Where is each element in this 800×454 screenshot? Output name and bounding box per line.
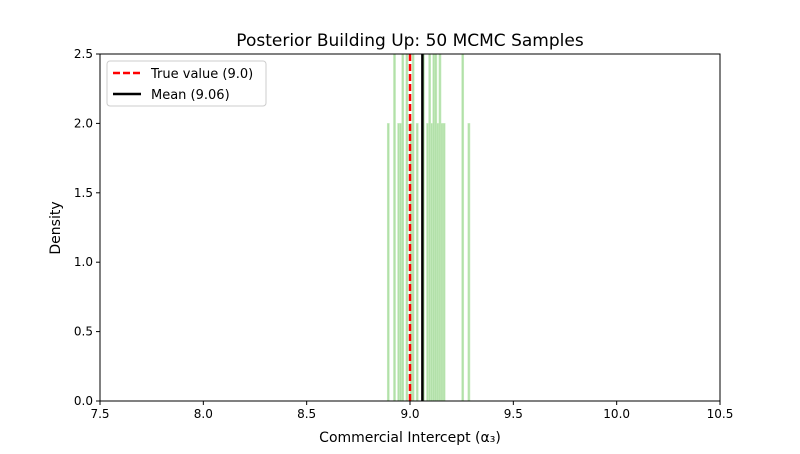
legend-box	[106, 60, 267, 107]
histogram-bar	[401, 53, 405, 402]
histogram-bar	[415, 123, 419, 402]
x-tick-label: 10.0	[603, 407, 630, 421]
histogram-bar	[399, 123, 403, 402]
x-tick-label: 7.5	[90, 407, 109, 421]
y-axis-ticks: 0.0 0.5 1.0 1.5 2.0 2.5	[74, 47, 100, 408]
histogram-bar	[442, 123, 446, 402]
histogram-bar	[428, 53, 431, 402]
x-tick-label: 9.0	[400, 407, 419, 421]
y-axis-label: Density	[48, 201, 64, 254]
histogram-bar	[436, 123, 440, 402]
histogram-bar	[426, 123, 429, 402]
histogram-bar	[438, 53, 442, 402]
x-tick-label: 8.0	[194, 407, 213, 421]
y-tick-label: 1.5	[74, 186, 93, 200]
y-tick-label: 1.0	[74, 255, 93, 269]
histogram-bar	[393, 53, 396, 402]
histogram-bar	[430, 123, 434, 402]
x-axis-label: Commercial Intercept (α₃)	[319, 430, 501, 446]
histogram-bar	[467, 123, 471, 402]
y-tick-label: 2.5	[74, 47, 93, 61]
histogram-bar	[440, 123, 444, 402]
histogram-bar	[461, 53, 465, 402]
x-tick-label: 8.5	[297, 407, 316, 421]
histogram-bars	[386, 53, 471, 402]
y-tick-label: 0.5	[74, 325, 93, 339]
x-tick-label: 9.5	[504, 407, 523, 421]
histogram-bar	[434, 53, 438, 402]
histogram-bar	[397, 123, 400, 402]
histogram-bar	[432, 53, 436, 402]
legend: True value (9.0) Mean (9.06)	[106, 60, 267, 107]
x-axis-ticks: 7.5 8.0 8.5 9.0 9.5 10.0 10.5	[90, 401, 733, 421]
y-tick-label: 0.0	[74, 394, 93, 408]
chart-title: Posterior Building Up: 50 MCMC Samples	[236, 31, 584, 51]
legend-true-label: True value (9.0)	[150, 67, 253, 82]
x-tick-label: 10.5	[707, 407, 734, 421]
y-tick-label: 2.0	[74, 116, 93, 130]
histogram-bar	[405, 53, 409, 402]
histogram-bar	[411, 53, 415, 402]
histogram-bar	[386, 123, 390, 402]
legend-mean-label: Mean (9.06)	[151, 88, 230, 103]
